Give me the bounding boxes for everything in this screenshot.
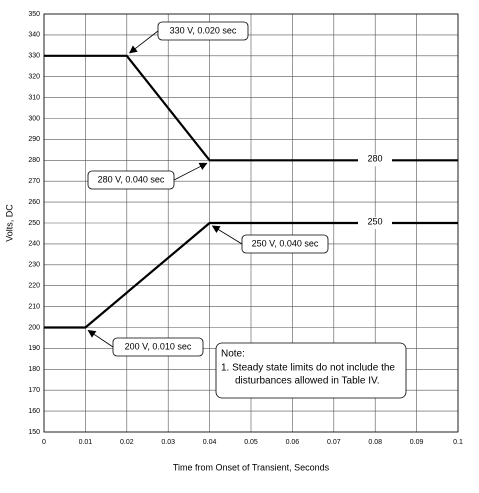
x-tick-label: 0.09 [410,439,424,446]
y-tick-label: 290 [28,136,40,143]
y-tick-label: 260 [28,199,40,206]
y-tick-label: 210 [28,303,40,310]
y-tick-label: 320 [28,74,40,81]
note-line: 1. Steady state limits do not include th… [221,363,395,374]
y-tick-label: 250 [28,220,40,227]
callout-arrow [129,30,159,54]
callout-text: 330 V, 0.020 sec [170,25,237,35]
callout-arrow [211,225,243,245]
callout-text: 250 V, 0.040 sec [252,238,319,248]
note-title: Note: [221,349,245,360]
callout-box [157,21,249,41]
callout-arrow [87,329,114,348]
x-tick-label: 0.03 [161,439,175,446]
callout-box [87,170,175,190]
y-tick-label: 240 [28,241,40,248]
line-label-bg [358,217,392,229]
y-tick-label: 350 [28,11,40,18]
x-tick-label: 0.05 [244,439,258,446]
y-tick-label: 200 [28,324,40,331]
y-tick-label: 150 [28,429,40,436]
callout-box [241,234,329,254]
callout-arrow [173,162,208,181]
y-tick-label: 160 [28,408,40,415]
y-tick-label: 190 [28,345,40,352]
y-tick-label: 310 [28,94,40,101]
x-tick-label: 0.07 [327,439,341,446]
y-tick-label: 340 [28,32,40,39]
x-tick-label: 0 [42,439,46,446]
note-box [215,342,407,399]
x-axis-label: Time from Onset of Transient, Seconds [173,462,330,472]
y-tick-label: 300 [28,115,40,122]
y-tick-label: 270 [28,178,40,185]
x-tick-label: 0.1 [453,439,463,446]
x-tick-label: 0.06 [286,439,300,446]
line-label: 250 [367,216,382,226]
line-label-bg [358,154,392,167]
y-tick-label: 180 [28,366,40,373]
y-tick-label: 220 [28,283,40,290]
callout-text: 200 V, 0.010 sec [125,341,192,351]
x-tick-label: 0.02 [120,439,134,446]
y-tick-label: 280 [28,157,40,164]
x-tick-label: 0.08 [368,439,382,446]
callout-text: 280 V, 0.040 sec [98,174,165,184]
y-tick-label: 170 [28,387,40,394]
callout-box [112,337,204,357]
series-line [44,221,458,329]
y-tick-label: 230 [28,262,40,269]
line-label: 280 [367,154,382,164]
x-tick-label: 0.04 [203,439,217,446]
y-axis-label: Volts, DC [4,204,14,242]
x-tick-label: 0.01 [79,439,93,446]
note-line: disturbances allowed in Table IV. [235,376,380,387]
series-line [44,54,458,162]
y-tick-label: 330 [28,53,40,60]
